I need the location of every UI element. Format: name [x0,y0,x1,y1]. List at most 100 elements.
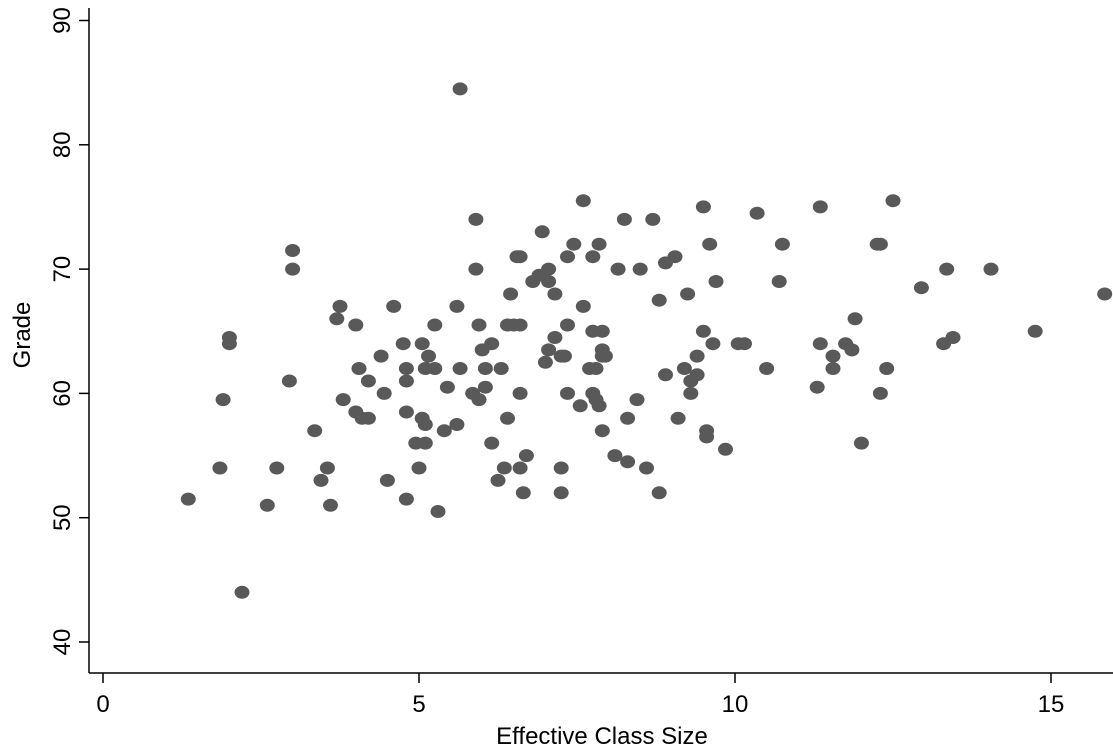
data-point [398,374,414,388]
data-point [360,411,376,425]
data-point [335,393,351,407]
data-point [560,250,575,264]
data-point [1027,324,1043,338]
data-point [844,343,860,357]
data-point [737,337,752,351]
data-point [680,287,696,301]
data-point [484,337,500,351]
data-point [500,411,515,425]
data-point [398,362,414,375]
data-point [534,225,550,239]
data-point [319,461,335,475]
data-point [585,250,601,264]
data-point [436,424,452,438]
data-point [689,368,705,382]
data-point [452,82,468,96]
data-point [812,200,828,214]
data-point [471,318,487,332]
data-point [872,386,888,400]
data-point [632,262,648,276]
data-point [452,362,468,375]
data-point [285,262,301,276]
data-point [853,436,869,450]
data-point [373,349,389,363]
data-point [471,393,487,407]
data-point [427,318,443,332]
data-point [503,287,519,301]
data-point [689,349,705,363]
y-axis-ticks: 40 50 60 70 80 90 [49,7,89,655]
data-point [421,349,436,363]
data-point [594,424,610,438]
data-point [702,237,718,251]
y-tick-label: 40 [49,629,76,656]
data-point [351,362,367,375]
data-point [398,492,414,506]
data-point [417,418,433,431]
data-point [591,399,607,413]
data-point [594,324,610,338]
data-point [518,449,534,463]
data-point [541,262,557,276]
data-point [512,461,528,475]
data-point [759,362,775,375]
data-point [588,362,604,375]
data-point [809,380,825,394]
data-point [1097,287,1113,301]
data-point [541,343,557,357]
data-point [439,380,455,394]
data-point [676,362,692,375]
data-point [879,362,895,375]
data-point [695,200,711,214]
data-point [281,374,297,388]
data-point [645,212,661,226]
data-point [658,368,673,382]
data-point [825,349,841,363]
x-axis-title: Effective Class Size [496,723,708,750]
data-point [812,337,828,351]
data-point [560,386,575,400]
data-point [449,418,465,431]
data-point [515,486,531,500]
data-point [329,312,345,326]
data-point [670,411,686,425]
data-point [699,430,715,444]
data-point [221,337,237,351]
data-point [620,411,636,425]
data-point [718,442,733,456]
data-point [468,212,484,226]
data-point [477,380,493,394]
data-point [323,498,338,512]
y-tick-label: 60 [49,380,76,407]
data-point [667,250,683,264]
data-point [449,299,465,313]
data-point [398,405,414,419]
data-point [597,349,613,363]
data-point [332,299,348,313]
data-point [512,318,528,332]
data-point [572,399,588,413]
data-point [259,498,275,512]
data-point [629,393,645,407]
data-point [983,262,999,276]
data-point [616,212,632,226]
data-point [386,299,402,313]
data-point [215,393,231,407]
data-point [771,275,787,288]
data-point [285,244,301,257]
data-point [547,331,563,344]
data-point [313,473,329,487]
data-point [575,299,591,313]
data-point [639,461,654,475]
data-point [541,275,557,288]
data-point [512,250,528,264]
data-point [575,194,591,208]
y-tick-label: 50 [49,504,76,531]
data-points [180,82,1113,599]
y-axis-title: Grade [9,302,36,369]
data-point [939,262,955,276]
data-point [705,337,721,351]
data-point [537,355,553,369]
data-point [749,206,765,220]
